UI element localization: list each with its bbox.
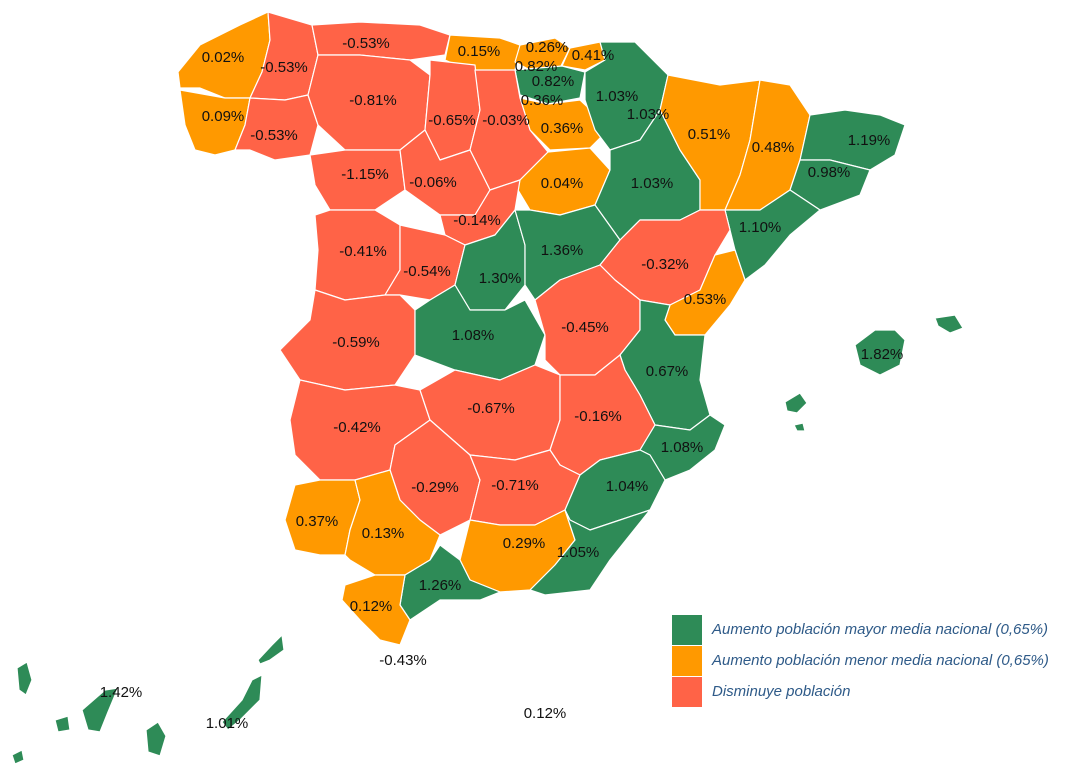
label-soria: 0.04% [541, 175, 584, 192]
label-santa-cruz-tenerife: 1.42% [100, 684, 143, 701]
label-pontevedra: 0.09% [202, 108, 245, 125]
label-lleida: 0.48% [752, 139, 795, 156]
label-tarragona: 1.10% [739, 219, 782, 236]
label-cuenca: -0.45% [561, 319, 609, 336]
island-ibiza [784, 392, 808, 414]
legend-label-below-avg: Aumento población menor media nacional (… [712, 652, 1049, 669]
province-zamora [309, 149, 406, 211]
legend-label-above-avg: Aumento población mayor media nacional (… [712, 621, 1049, 638]
label-segovia: -0.14% [453, 212, 501, 229]
label-huesca-w: 1.03% [627, 106, 670, 123]
label-las-palmas: 1.01% [206, 715, 249, 732]
label-albacete: -0.16% [574, 408, 622, 425]
label-castellon: 0.53% [684, 291, 727, 308]
label-baleares: 1.82% [861, 346, 904, 363]
label-zamora: -1.15% [341, 166, 389, 183]
label-navarra: 1.03% [596, 88, 639, 105]
label-toledo: 1.08% [452, 327, 495, 344]
label-teruel: -0.32% [641, 256, 689, 273]
label-zaragoza: 1.03% [631, 175, 674, 192]
label-alicante: 1.08% [661, 439, 704, 456]
legend-swatch-below-avg [672, 645, 702, 676]
province-ourense [234, 94, 319, 161]
label-a-coruna: 0.02% [202, 49, 245, 66]
label-la-rioja: 0.36% [521, 92, 564, 109]
label-malaga: 1.26% [419, 577, 462, 594]
label-alava-2: 0.82% [532, 73, 575, 90]
province-cadiz [341, 574, 411, 646]
province-almeria [529, 509, 651, 596]
legend-swatch-above-avg [672, 614, 702, 645]
province-gipuzkoa [561, 41, 606, 71]
label-granada: 0.29% [503, 535, 546, 552]
label-valencia: 0.67% [646, 363, 689, 380]
label-avila: -0.54% [403, 263, 451, 280]
label-sevilla: 0.13% [362, 525, 405, 542]
province-baleares [854, 329, 906, 376]
label-cordoba: -0.29% [411, 479, 459, 496]
label-soria-r: 0.36% [541, 120, 584, 137]
label-valladolid: -0.06% [409, 174, 457, 191]
legend-item-decrease: Disminuye población [672, 676, 1049, 707]
island-formentera [793, 422, 806, 432]
label-huesca: 0.51% [688, 126, 731, 143]
map-legend: Aumento población mayor media nacional (… [672, 614, 1049, 707]
island-fuerteventura [221, 674, 263, 731]
island-menorca [934, 314, 964, 334]
island-tenerife [81, 687, 119, 733]
province-toledo [414, 284, 546, 381]
label-bizkaia: 0.26% [526, 39, 569, 56]
label-almeria: 1.05% [557, 544, 600, 561]
legend-item-below-avg: Aumento población menor media nacional (… [672, 645, 1049, 676]
label-guadalajara: 1.36% [541, 242, 584, 259]
label-melilla: 0.12% [524, 705, 567, 722]
label-jaen: -0.71% [491, 477, 539, 494]
island-lanzarote [257, 634, 285, 665]
label-salamanca: -0.41% [339, 243, 387, 260]
label-murcia: 1.04% [606, 478, 649, 495]
label-ciudad-real: -0.67% [467, 400, 515, 417]
label-madrid: 1.30% [479, 270, 522, 287]
legend-swatch-decrease [672, 676, 702, 707]
island-la-palma [16, 661, 33, 696]
label-barcelona: 0.98% [808, 164, 851, 181]
label-alava: 0.82% [515, 58, 558, 75]
island-el-hierro [11, 749, 25, 765]
label-ceuta: -0.43% [379, 652, 427, 669]
label-palencia: -0.65% [428, 112, 476, 129]
province-tarragona [724, 189, 821, 281]
label-lugo: -0.53% [260, 59, 308, 76]
label-gipuzkoa: 0.41% [572, 47, 615, 64]
label-huelva: 0.37% [296, 513, 339, 530]
island-gran-canaria [145, 721, 167, 757]
island-la-gomera [54, 715, 71, 733]
label-girona: 1.19% [848, 132, 891, 149]
province-caceres [279, 289, 416, 391]
label-cadiz: 0.12% [350, 598, 393, 615]
label-leon: -0.81% [349, 92, 397, 109]
label-caceres: -0.59% [332, 334, 380, 351]
label-asturias: -0.53% [342, 35, 390, 52]
label-badajoz: -0.42% [333, 419, 381, 436]
legend-label-decrease: Disminuye población [712, 683, 851, 700]
label-cantabria: 0.15% [458, 43, 501, 60]
legend-item-above-avg: Aumento población mayor media nacional (… [672, 614, 1049, 645]
label-ourense: -0.53% [250, 127, 298, 144]
label-burgos: -0.03% [482, 112, 530, 129]
